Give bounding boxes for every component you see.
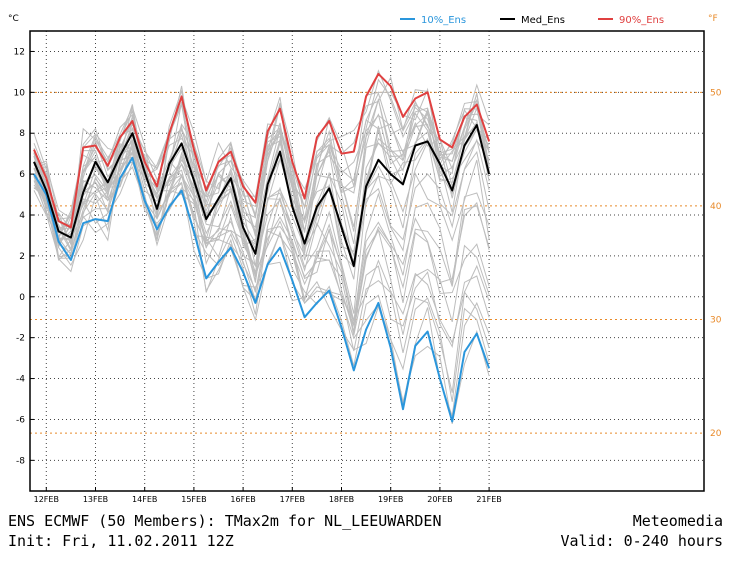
right-unit-label: °F: [708, 14, 718, 24]
f-tick-label: 40: [710, 202, 722, 212]
ensemble-member-line: [33, 75, 490, 240]
left-unit-label: °C: [8, 14, 19, 24]
legend-label: 10%_Ens: [421, 15, 466, 26]
ensemble-member-line: [33, 104, 490, 233]
percentile-series: [33, 72, 491, 423]
x-tick-label: 18FEB: [329, 495, 354, 504]
x-tick-label: 13FEB: [83, 495, 108, 504]
ensemble-member-line: [33, 138, 490, 281]
x-tick-label: 19FEB: [378, 495, 403, 504]
y-tick-label: 12: [14, 47, 25, 57]
median-series-line: [33, 124, 491, 268]
plot-frame: [29, 30, 705, 492]
ensemble-member-line: [33, 110, 490, 247]
init-time: Init: Fri, 11.02.2011 12Z: [8, 532, 234, 550]
chart-title: ENS ECMWF (50 Members): TMax2m for NL_LE…: [8, 512, 442, 530]
ensemble-member-line: [33, 118, 490, 314]
y-tick-label: 2: [19, 252, 25, 262]
y-tick-label: 8: [19, 129, 25, 139]
p90-series-line: [33, 72, 491, 229]
f-tick-label: 30: [710, 315, 722, 325]
provider-label: Meteomedia: [632, 512, 723, 530]
y-tick-label: -8: [16, 456, 25, 466]
x-tick-label: 17FEB: [280, 495, 305, 504]
ensemble-member-line: [33, 69, 490, 239]
ensemble-chart: -8 -6 -4 -2 0 2 4 6 8 10 12 20 30 40 50 12FEB 13FEB 14FEB…: [8, 14, 722, 504]
x-tick-label: 21FEB: [476, 495, 501, 504]
f-tick-label: 50: [710, 88, 722, 98]
ensemble-member-line: [33, 161, 490, 393]
x-tick-label: 20FEB: [427, 495, 452, 504]
x-tick-label: 14FEB: [132, 495, 157, 504]
y-tick-label: 0: [19, 293, 25, 303]
ensemble-member-line: [33, 78, 490, 224]
x-tick-label: 16FEB: [230, 495, 255, 504]
x-tick-label: 12FEB: [34, 495, 59, 504]
y-tick-label: -4: [16, 375, 25, 385]
y-tick-label: -6: [16, 415, 25, 425]
x-tick-label: 15FEB: [181, 495, 206, 504]
legend-label: 90%_Ens: [619, 15, 664, 26]
ensemble-member-lines: [33, 69, 490, 425]
valid-range: Valid: 0-240 hours: [560, 532, 723, 550]
legend: 10%_Ens Med_Ens 90%_Ens: [400, 15, 664, 26]
axis-labels: -8 -6 -4 -2 0 2 4 6 8 10 12 20 30 40 50 12FEB 13FEB 14FEB…: [14, 47, 722, 504]
y-tick-label: 6: [19, 170, 25, 180]
y-tick-label: 10: [14, 88, 26, 98]
f-tick-label: 20: [710, 429, 722, 439]
p10-series-line: [33, 156, 491, 423]
y-tick-label: 4: [19, 211, 25, 221]
legend-label: Med_Ens: [521, 15, 565, 26]
grid-lines: [30, 31, 704, 491]
y-tick-label: -2: [16, 334, 25, 344]
